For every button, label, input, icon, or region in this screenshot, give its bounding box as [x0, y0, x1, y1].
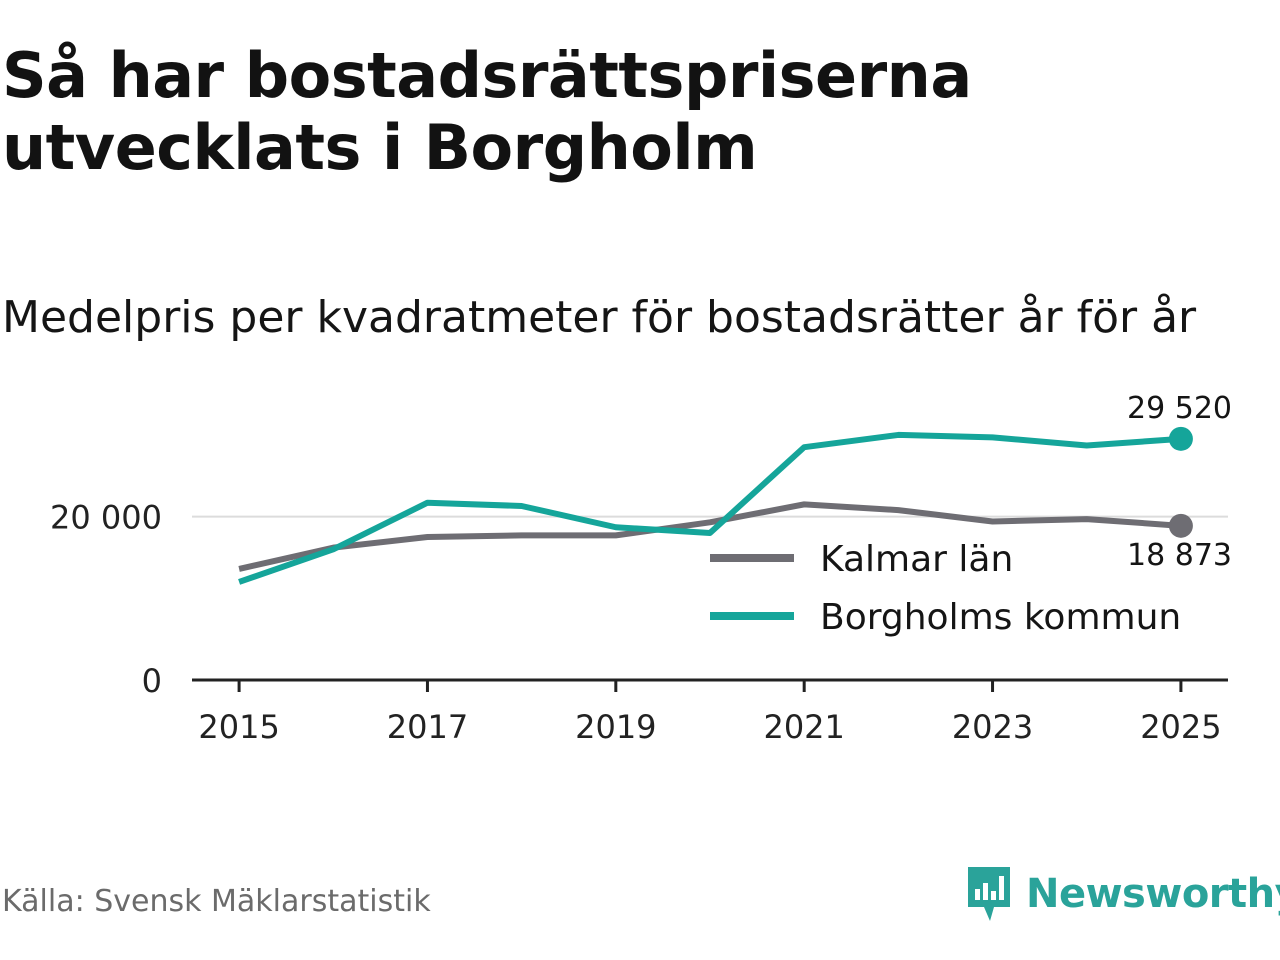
end-label-0: 18 873 — [1127, 538, 1232, 573]
series-line-0 — [238, 501, 1182, 572]
legend-label-0: Kalmar län — [820, 539, 1013, 580]
end-marker-1 — [1168, 426, 1193, 451]
x-tick-label: 2025 — [1140, 708, 1221, 746]
end-label-1: 29 520 — [1127, 391, 1232, 426]
x-tick-label: 2017 — [387, 708, 468, 746]
x-tick-label: 2023 — [952, 708, 1033, 746]
end-labels: 18 873 29 520 — [1126, 391, 1233, 574]
legend-label-1: Borgholms kommun — [820, 597, 1181, 638]
y-tick-label: 20 000 — [50, 499, 162, 537]
brand-logo: Newsworthy — [964, 862, 1280, 926]
end-marker-0 — [1168, 513, 1193, 538]
x-tick-label: 2021 — [763, 708, 844, 746]
y-axis: 0 20 000 — [50, 499, 162, 700]
chart-title: Så har bostadsrättspriserna utvecklats i… — [2, 39, 972, 184]
brand-name: Newsworthy — [1026, 871, 1280, 917]
x-axis: 2015 2017 2019 2021 2023 2025 — [192, 678, 1228, 746]
newsworthy-logo-icon — [968, 867, 1010, 921]
chart-subtitle: Medelpris per kvadratmeter för bostadsrä… — [2, 292, 1197, 343]
line-chart: 2015 2017 2019 2021 2023 2025 0 20 000 Kalmar … — [50, 391, 1233, 746]
legend: Kalmar län Borgholms kommun — [710, 535, 1185, 642]
x-tick-label: 2015 — [198, 708, 279, 746]
y-tick-label: 0 — [142, 662, 162, 700]
source-note: Källa: Svensk Mäklarstatistik — [2, 884, 431, 919]
series-line-1 — [238, 431, 1182, 585]
series-lines — [238, 431, 1182, 585]
x-tick-label: 2019 — [575, 708, 656, 746]
